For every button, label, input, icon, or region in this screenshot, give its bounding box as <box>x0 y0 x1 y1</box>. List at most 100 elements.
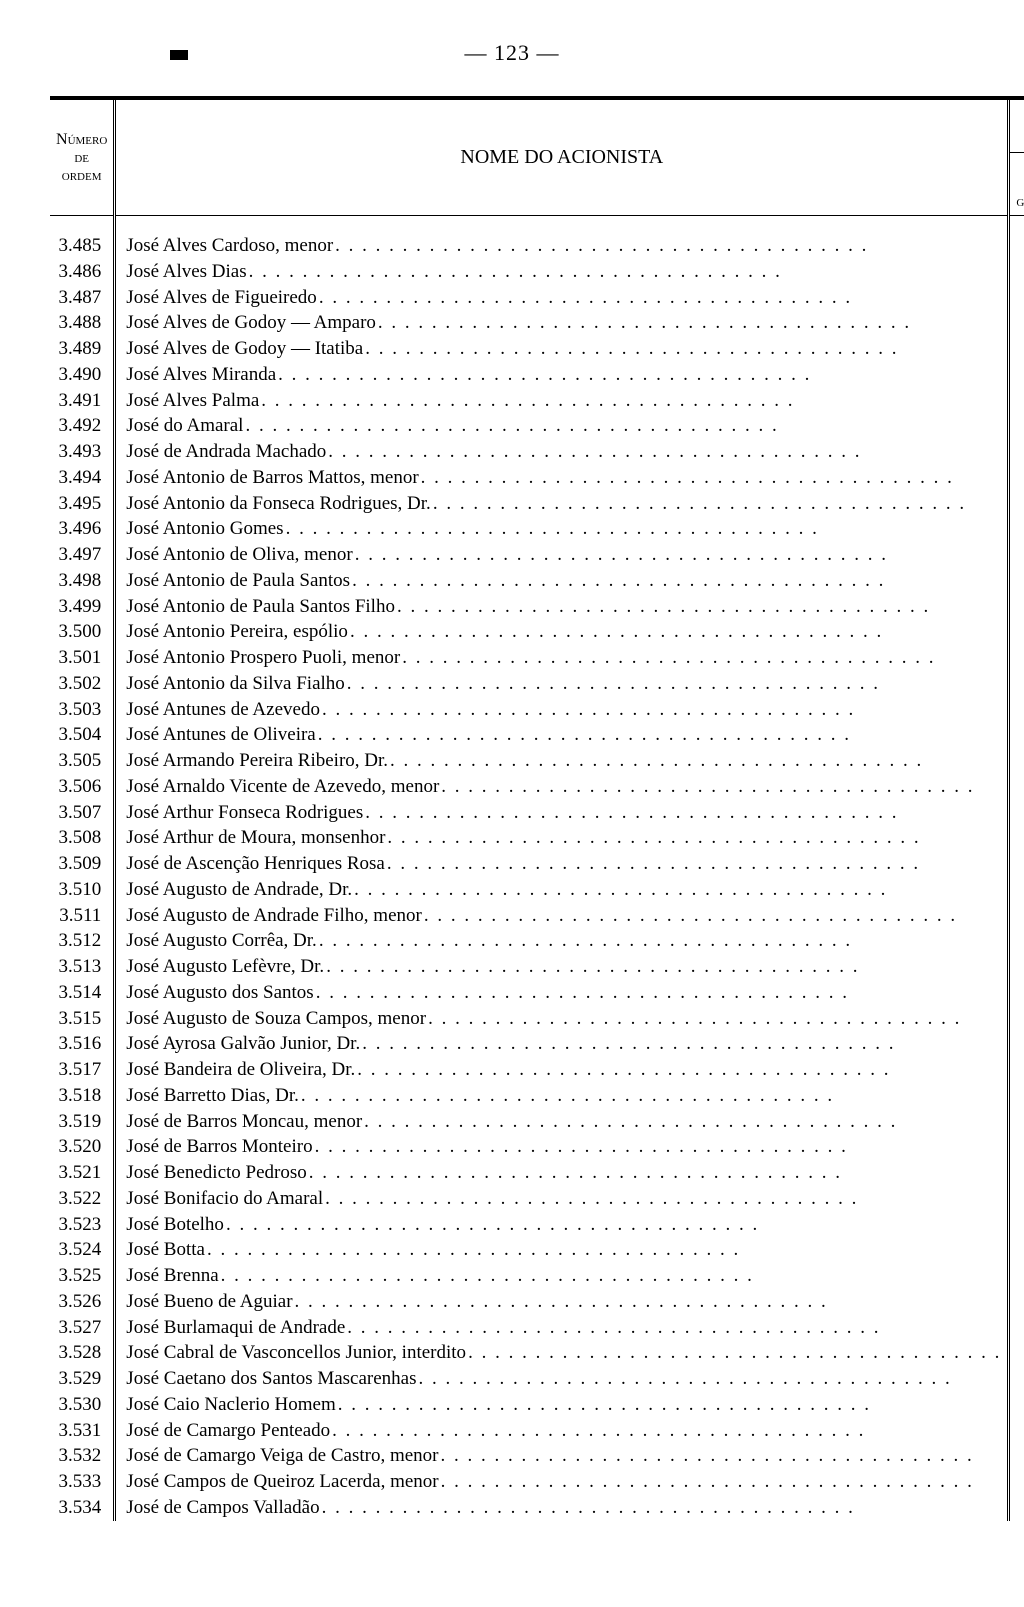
row-nao-integradas <box>1009 1495 1024 1521</box>
row-nao-integradas <box>1009 388 1024 414</box>
row-name: José Augusto de Andrade, Dr. . . . . . .… <box>115 877 1009 903</box>
row-name: José de Barros Moncau, menor . . . . . .… <box>115 1109 1009 1135</box>
table-row: 3.503José Antunes de Azevedo . . . . . .… <box>50 697 1024 723</box>
table-row: 3.516José Ayrosa Galvão Junior, Dr. . . … <box>50 1031 1024 1057</box>
row-number: 3.486 <box>50 259 115 285</box>
row-nao-integradas <box>1009 1392 1024 1418</box>
header-acoes: AÇÕES QUE POSSÚE <box>1009 98 1024 153</box>
row-nao-integradas <box>1009 465 1024 491</box>
table-row: 3.530José Caio Naclerio Homem . . . . . … <box>50 1392 1024 1418</box>
row-name: José de Campos Valladão . . . . . . . . … <box>115 1495 1009 1521</box>
row-nao-integradas <box>1009 1212 1024 1238</box>
row-number: 3.504 <box>50 722 115 748</box>
row-number: 3.527 <box>50 1315 115 1341</box>
row-nao-integradas <box>1009 310 1024 336</box>
table-body: 3.485José Alves Cardoso, menor . . . . .… <box>50 216 1024 1521</box>
row-name: José Augusto de Andrade Filho, menor . .… <box>115 903 1009 929</box>
row-number: 3.497 <box>50 542 115 568</box>
table-row: 3.523José Botelho . . . . . . . . . . . … <box>50 1212 1024 1238</box>
row-number: 3.503 <box>50 697 115 723</box>
row-name: José Armando Pereira Ribeiro, Dr. . . . … <box>115 748 1009 774</box>
row-number: 3.494 <box>50 465 115 491</box>
row-number: 3.521 <box>50 1160 115 1186</box>
row-number: 3.530 <box>50 1392 115 1418</box>
row-name: José Ayrosa Galvão Junior, Dr. . . . . .… <box>115 1031 1009 1057</box>
row-name: José Caio Naclerio Homem . . . . . . . .… <box>115 1392 1009 1418</box>
row-nao-integradas <box>1009 1109 1024 1135</box>
row-name: José de Andrada Machado . . . . . . . . … <box>115 439 1009 465</box>
row-name: José Antonio de Paula Santos . . . . . .… <box>115 568 1009 594</box>
table-row: 3.502José Antonio da Silva Fialho . . . … <box>50 671 1024 697</box>
row-nao-integradas <box>1009 1083 1024 1109</box>
row-nao-integradas <box>1009 928 1024 954</box>
row-nao-integradas <box>1009 1443 1024 1469</box>
table-header: Númerodeordem NOME DO ACIONISTA AÇÕES QU… <box>50 98 1024 216</box>
table-row: 3.490José Alves Miranda . . . . . . . . … <box>50 362 1024 388</box>
row-number: 3.528 <box>50 1340 115 1366</box>
row-number: 3.489 <box>50 336 115 362</box>
row-name: José Augusto de Souza Campos, menor . . … <box>115 1006 1009 1032</box>
row-nao-integradas <box>1009 748 1024 774</box>
shareholders-table: Númerodeordem NOME DO ACIONISTA AÇÕES QU… <box>50 96 1024 1521</box>
row-number: 3.501 <box>50 645 115 671</box>
table-row: 3.532José de Camargo Veiga de Castro, me… <box>50 1443 1024 1469</box>
row-name: José Botelho . . . . . . . . . . . . . .… <box>115 1212 1009 1238</box>
table-row: 3.493José de Andrada Machado . . . . . .… <box>50 439 1024 465</box>
row-name: José de Camargo Penteado . . . . . . . .… <box>115 1418 1009 1444</box>
table-row: 3.498José Antonio de Paula Santos . . . … <box>50 568 1024 594</box>
table-row: 3.492José do Amaral . . . . . . . . . . … <box>50 413 1024 439</box>
table-row: 3.486José Alves Dias . . . . . . . . . .… <box>50 259 1024 285</box>
row-nao-integradas: 20 <box>1009 1366 1024 1392</box>
row-number: 3.517 <box>50 1057 115 1083</box>
row-name: José Brenna . . . . . . . . . . . . . . … <box>115 1263 1009 1289</box>
row-number: 3.515 <box>50 1006 115 1032</box>
row-nao-integradas <box>1009 1160 1024 1186</box>
row-nao-integradas <box>1009 285 1024 311</box>
row-name: José Antonio Gomes . . . . . . . . . . .… <box>115 516 1009 542</box>
row-name: José Antonio de Oliva, menor . . . . . .… <box>115 542 1009 568</box>
row-name: José Alves Cardoso, menor . . . . . . . … <box>115 216 1009 259</box>
row-number: 3.525 <box>50 1263 115 1289</box>
row-nao-integradas <box>1009 259 1024 285</box>
row-number: 3.490 <box>50 362 115 388</box>
row-name: José Antonio Pereira, espólio . . . . . … <box>115 619 1009 645</box>
row-nao-integradas <box>1009 619 1024 645</box>
row-number: 3.507 <box>50 800 115 826</box>
row-name: José de Ascenção Henriques Rosa . . . . … <box>115 851 1009 877</box>
row-nao-integradas <box>1009 980 1024 1006</box>
row-number: 3.513 <box>50 954 115 980</box>
row-name: José Antonio da Silva Fialho . . . . . .… <box>115 671 1009 697</box>
row-name: José Augusto dos Santos . . . . . . . . … <box>115 980 1009 1006</box>
header-nao: nãointe-gradas <box>1009 153 1024 216</box>
row-number: 3.498 <box>50 568 115 594</box>
row-name: José Bonifacio do Amaral . . . . . . . .… <box>115 1186 1009 1212</box>
row-nao-integradas <box>1009 903 1024 929</box>
row-number: 3.533 <box>50 1469 115 1495</box>
row-name: José do Amaral . . . . . . . . . . . . .… <box>115 413 1009 439</box>
row-name: José Arnaldo Vicente de Azevedo, menor .… <box>115 774 1009 800</box>
table-row: 3.508José Arthur de Moura, monsenhor . .… <box>50 825 1024 851</box>
row-name: José Campos de Queiroz Lacerda, menor . … <box>115 1469 1009 1495</box>
page-number: — 123 — <box>50 40 974 66</box>
row-name: José Antunes de Oliveira . . . . . . . .… <box>115 722 1009 748</box>
page: — 123 — Númerodeordem NOME DO ACIONISTA … <box>0 0 1024 1607</box>
row-number: 3.509 <box>50 851 115 877</box>
table-row: 3.525José Brenna . . . . . . . . . . . .… <box>50 1263 1024 1289</box>
row-nao-integradas <box>1009 491 1024 517</box>
row-number: 3.529 <box>50 1366 115 1392</box>
row-number: 3.493 <box>50 439 115 465</box>
row-number: 3.510 <box>50 877 115 903</box>
row-nao-integradas <box>1009 1057 1024 1083</box>
row-nao-integradas <box>1009 877 1024 903</box>
row-nao-integradas <box>1009 825 1024 851</box>
row-name: José de Barros Monteiro . . . . . . . . … <box>115 1134 1009 1160</box>
row-name: José Benedicto Pedroso . . . . . . . . .… <box>115 1160 1009 1186</box>
row-name: José Bueno de Aguiar . . . . . . . . . .… <box>115 1289 1009 1315</box>
row-number: 3.499 <box>50 594 115 620</box>
row-nao-integradas <box>1009 568 1024 594</box>
row-number: 3.534 <box>50 1495 115 1521</box>
row-name: José Antunes de Azevedo . . . . . . . . … <box>115 697 1009 723</box>
row-nao-integradas <box>1009 1289 1024 1315</box>
row-name: José Burlamaqui de Andrade . . . . . . .… <box>115 1315 1009 1341</box>
row-name: José Alves de Godoy — Amparo . . . . . .… <box>115 310 1009 336</box>
